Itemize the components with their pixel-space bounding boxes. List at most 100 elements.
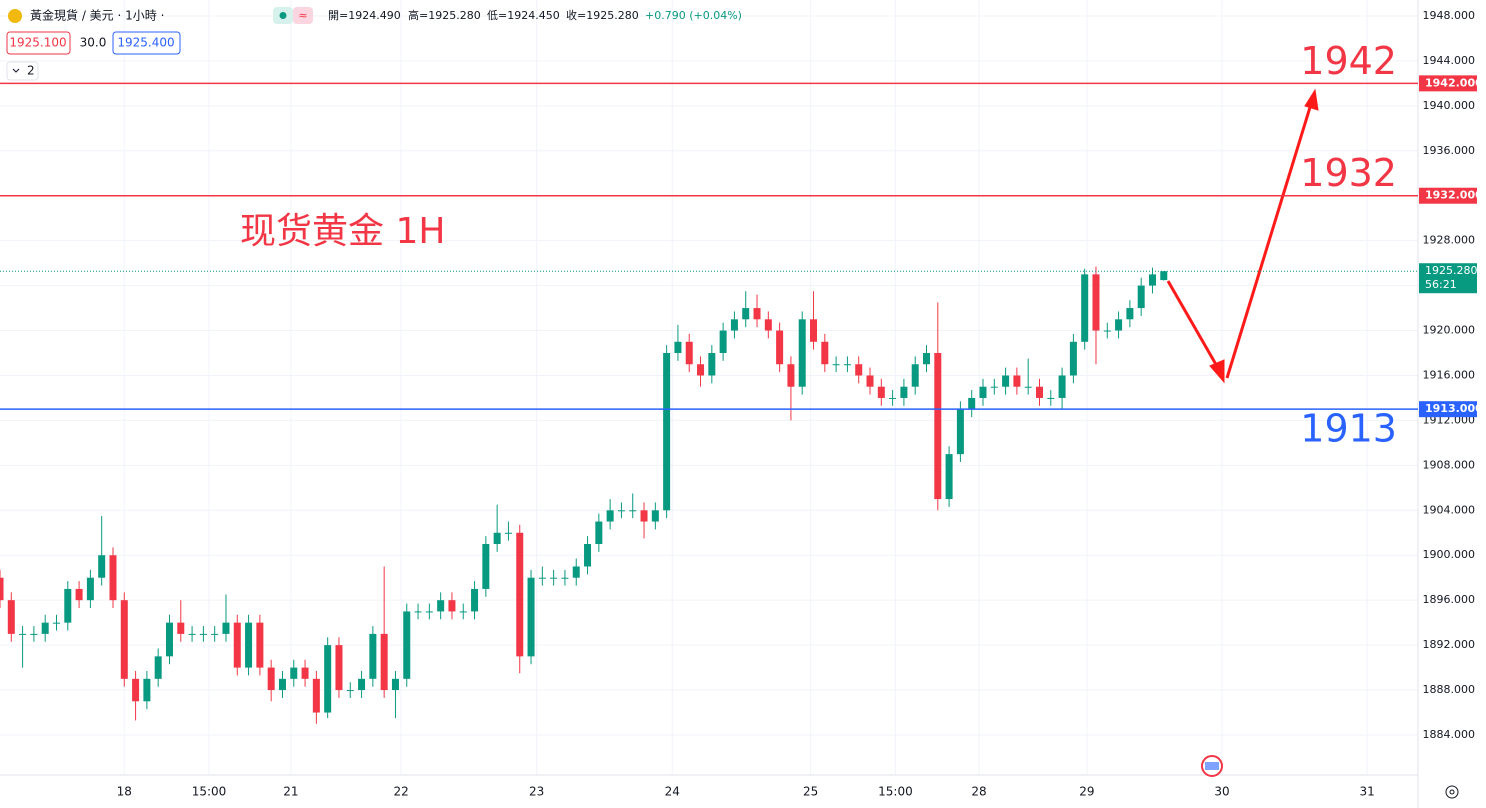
candle-body xyxy=(843,364,851,366)
candle-body xyxy=(312,678,320,713)
candle-body xyxy=(1035,386,1043,398)
candle-body xyxy=(527,577,535,657)
level-price-box xyxy=(1419,401,1477,418)
candle-body xyxy=(821,341,829,365)
candle-body xyxy=(922,353,931,365)
x-tick-label: 29 xyxy=(1079,785,1094,799)
candle-body xyxy=(132,678,140,702)
candle-body xyxy=(278,678,286,691)
level-price-label: 1913.000 xyxy=(1425,402,1483,415)
candle-body xyxy=(346,690,354,692)
ask: 1925.400 xyxy=(117,36,174,50)
bid-box[interactable] xyxy=(6,31,71,55)
candle-body xyxy=(708,353,716,376)
candle-body xyxy=(504,532,512,534)
candle-body xyxy=(877,386,885,398)
candle-body xyxy=(945,454,953,500)
y-tick-label: 1916.000 xyxy=(1423,368,1476,381)
forecast-arrows xyxy=(1166,88,1319,384)
candle-body xyxy=(640,510,648,522)
candle-body xyxy=(1069,341,1077,376)
settings-icon xyxy=(1449,789,1455,795)
candle-body xyxy=(335,645,343,691)
candle-body xyxy=(222,622,230,634)
candle-body xyxy=(934,353,942,500)
candle-body xyxy=(211,633,219,635)
ohlc-close: 收=1925.280 xyxy=(566,8,639,22)
candle-body xyxy=(154,656,162,679)
y-tick-label: 1900.000 xyxy=(1423,548,1476,561)
candle-body xyxy=(1115,319,1123,331)
candle-body xyxy=(617,510,625,512)
candle-body xyxy=(776,330,784,365)
candle-body xyxy=(1002,375,1010,387)
candle-body xyxy=(606,510,614,522)
candle-body xyxy=(0,577,4,601)
candle-body xyxy=(900,386,908,398)
y-tick-label: 1944.000 xyxy=(1423,54,1476,67)
x-tick-label: 25 xyxy=(803,785,818,799)
candle-body xyxy=(742,308,750,320)
chevron xyxy=(12,68,20,73)
arrow-up xyxy=(1225,103,1313,379)
arrow-down xyxy=(1166,280,1220,369)
candle-body xyxy=(459,611,467,613)
ask-box[interactable] xyxy=(112,31,181,55)
candle-body xyxy=(697,364,705,376)
candle-body xyxy=(595,521,603,545)
candle-body xyxy=(584,544,592,567)
candle-body xyxy=(968,397,976,410)
candle-body xyxy=(493,532,501,545)
candle-body xyxy=(41,622,49,634)
spread: 30.0 xyxy=(80,36,107,50)
candle-body xyxy=(1024,386,1032,388)
indicators-toggle[interactable] xyxy=(6,61,39,81)
candle-body xyxy=(832,364,840,366)
candle-body xyxy=(889,397,897,399)
ohlc-open: 開=1924.490 xyxy=(328,9,401,22)
x-tick-label: 18 xyxy=(117,785,132,799)
level-price-label: 1932.000 xyxy=(1425,189,1483,202)
candle-body xyxy=(810,319,818,342)
settings-button[interactable] xyxy=(1445,785,1459,799)
candle-body xyxy=(956,409,964,455)
candle-body xyxy=(7,600,15,634)
level-price-label: 1942.000 xyxy=(1425,76,1483,89)
candle-body xyxy=(572,566,580,578)
x-tick-label: 23 xyxy=(529,785,544,799)
candle-body xyxy=(403,611,411,679)
candle-body xyxy=(787,364,795,387)
candle-body xyxy=(64,588,72,623)
y-tick-label: 1928.000 xyxy=(1423,234,1476,247)
candle-body xyxy=(855,364,863,376)
y-tick-label: 1884.000 xyxy=(1423,728,1476,741)
candle-body xyxy=(482,544,490,589)
x-tick-label: 21 xyxy=(283,785,298,799)
candle-body xyxy=(19,633,27,635)
y-tick-label: 1892.000 xyxy=(1423,638,1476,651)
x-tick-label: 15:00 xyxy=(192,785,227,799)
candle-body xyxy=(301,667,309,679)
candle-body xyxy=(1092,274,1100,331)
level-annotation: 1913 xyxy=(1300,407,1397,451)
candle-body xyxy=(798,319,806,387)
candle-body xyxy=(651,510,659,522)
candle-body xyxy=(165,622,173,657)
candle-body xyxy=(753,308,761,320)
candle-body xyxy=(1047,397,1055,399)
candle-body xyxy=(324,645,332,713)
candle-body xyxy=(550,577,558,579)
candle-body xyxy=(1013,375,1021,387)
candle-body xyxy=(109,555,117,601)
level-price-box xyxy=(1419,75,1477,92)
candle-body xyxy=(177,622,185,634)
symbol[interactable]: 黃金現貨 / 美元 · 1小時 · xyxy=(30,8,164,23)
candle-body xyxy=(538,577,546,579)
replay-button[interactable] xyxy=(293,7,313,24)
candle-body xyxy=(437,600,445,612)
candle-body xyxy=(267,667,275,691)
candle-body xyxy=(98,555,106,578)
level-price-box xyxy=(1419,187,1477,204)
